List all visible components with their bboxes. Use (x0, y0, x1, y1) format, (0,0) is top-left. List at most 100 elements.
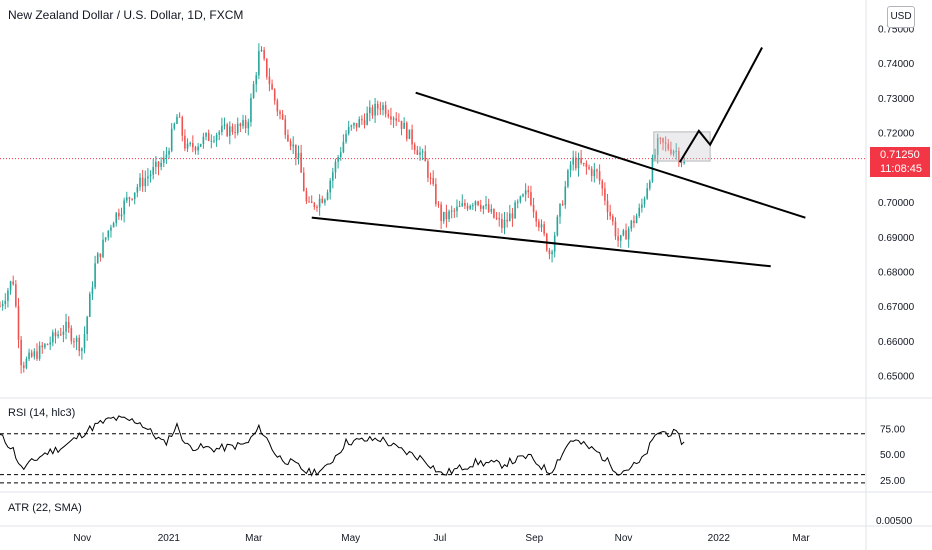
candle-body (567, 170, 569, 187)
candle-body (532, 204, 535, 213)
candle-body (424, 151, 427, 162)
candle-body (371, 107, 374, 116)
candle-body (168, 150, 170, 155)
candle-body (210, 140, 213, 142)
candle-body (59, 334, 62, 336)
candle-body (524, 190, 527, 195)
candle-body (91, 287, 94, 294)
candle-body (324, 199, 326, 203)
candle-body (160, 162, 162, 167)
candle-body (501, 219, 503, 228)
candle-body (580, 158, 582, 164)
candle-body (342, 141, 345, 153)
candle-body (155, 161, 157, 167)
rsi-tick-label: 25.00 (880, 476, 905, 487)
candle-body (4, 300, 7, 305)
candle-body (617, 236, 619, 241)
candle-body (606, 200, 609, 212)
candle-body (363, 120, 366, 125)
candle-body (461, 203, 464, 206)
price-tick-label: 0.67000 (878, 302, 915, 313)
candle-body (67, 321, 70, 329)
candle-body (585, 163, 588, 168)
candlestick-series (0, 43, 685, 374)
candle-body (295, 144, 297, 158)
candle-body (432, 177, 435, 185)
candle-body (487, 204, 490, 212)
candle-body (162, 157, 165, 163)
candle-body (202, 136, 205, 144)
candle-body (464, 203, 466, 206)
candle-body (284, 119, 287, 135)
candle-body (310, 201, 313, 204)
candle-body (450, 210, 453, 212)
candle-body (231, 126, 234, 133)
candle-body (466, 205, 469, 209)
candle-body (662, 138, 664, 143)
candle-body (1, 304, 4, 307)
candle-body (255, 75, 258, 85)
candle-body (429, 177, 432, 179)
candle-body (334, 161, 337, 173)
time-tick-label: 2022 (708, 533, 731, 544)
candle-body (469, 205, 471, 209)
candle-body (176, 116, 178, 124)
candle-body (46, 344, 49, 346)
candle-body (65, 321, 67, 332)
candle-body (22, 365, 25, 368)
candle-body (678, 150, 680, 163)
candle-body (598, 171, 601, 181)
candle-body (643, 198, 646, 205)
candle-body (559, 203, 561, 217)
candle-body (9, 281, 12, 291)
candle-body (361, 119, 363, 121)
candle-body (44, 344, 46, 348)
candle-body (192, 143, 194, 148)
candle-body (25, 359, 28, 368)
candle-body (223, 124, 226, 126)
candle-body (287, 134, 289, 142)
candle-body (614, 221, 617, 237)
candle-body (52, 332, 54, 343)
candle-body (453, 210, 456, 212)
candle-body (664, 142, 667, 144)
candle-body (596, 169, 598, 172)
candle-body (49, 342, 51, 345)
candle-body (7, 290, 9, 301)
upper-trendline (415, 91, 806, 219)
candle-body (667, 143, 670, 150)
price-tick-label: 0.65000 (878, 372, 915, 383)
candle-body (509, 213, 511, 222)
candle-body (258, 51, 260, 76)
candle-body (268, 76, 271, 85)
bar-countdown: 11:08:45 (880, 163, 923, 175)
price-tick-label: 0.69000 (878, 233, 915, 244)
rsi-panel (0, 415, 866, 484)
candle-body (588, 167, 590, 169)
price-tick-label: 0.70000 (878, 198, 915, 209)
candle-body (297, 152, 300, 158)
time-tick-label: Sep (525, 533, 543, 544)
currency-button[interactable]: USD (887, 6, 915, 28)
candle-body (252, 84, 255, 98)
candle-body (485, 204, 487, 206)
price-tick-label: 0.68000 (878, 267, 915, 278)
candle-body (205, 133, 207, 137)
candle-body (472, 205, 474, 207)
candle-body (516, 201, 519, 203)
candle-body (619, 235, 622, 241)
candle-body (398, 120, 400, 122)
candle-body (316, 206, 318, 208)
candle-body (575, 157, 577, 169)
candle-body (73, 341, 75, 343)
candle-body (350, 125, 353, 127)
candle-body (384, 105, 387, 115)
candle-body (419, 152, 421, 155)
candle-body (99, 253, 102, 258)
candle-body (70, 328, 73, 342)
current-price-tag: 0.71250 11:08:45 (870, 147, 930, 177)
candle-body (107, 230, 110, 238)
candle-body (123, 200, 125, 215)
consolidation-box (653, 131, 711, 162)
